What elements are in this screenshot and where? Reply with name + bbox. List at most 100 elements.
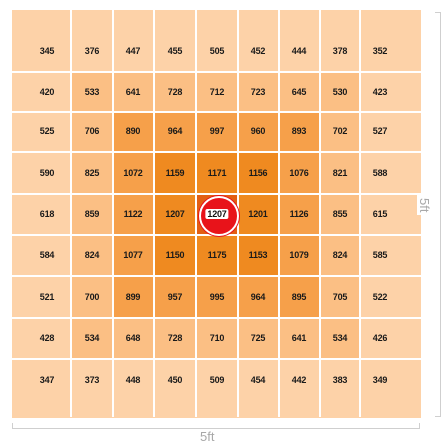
grid-line-vertical (195, 10, 197, 417)
grid-cell (320, 152, 360, 194)
cell-value-label: 725 (250, 333, 266, 343)
grid-cell (154, 152, 196, 194)
cell-value-label: 442 (291, 375, 307, 385)
grid-cell (320, 10, 360, 72)
cell-value-label: 705 (332, 292, 348, 302)
grid-line-vertical (153, 10, 155, 417)
cell-value-label: 444 (291, 46, 307, 56)
grid-cell (196, 152, 238, 194)
grid-cell (360, 318, 421, 359)
grid-cell (320, 235, 360, 276)
grid-line-horizontal (12, 71, 423, 73)
grid-line-horizontal (12, 317, 423, 319)
grid-cell (279, 318, 320, 359)
cell-value-label: 995 (209, 292, 225, 302)
cell-value-label: 1126 (289, 209, 309, 219)
cell-value-label: 347 (39, 375, 55, 385)
cell-value-label: 615 (372, 209, 388, 219)
cell-value-label: 645 (291, 87, 307, 97)
grid-cell (238, 359, 279, 418)
cell-value-label: 825 (84, 168, 100, 178)
cell-value-label: 509 (209, 375, 225, 385)
cell-value-label: 964 (167, 126, 183, 136)
cell-value-label: 1207 (205, 209, 229, 219)
grid-cell (71, 318, 113, 359)
grid-cell (238, 318, 279, 359)
cell-value-label: 1171 (207, 168, 227, 178)
cell-value-label: 426 (372, 333, 388, 343)
grid-cell (71, 235, 113, 276)
grid-cell (320, 318, 360, 359)
grid-cell (238, 194, 279, 235)
grid-cell (238, 276, 279, 318)
grid-cell (196, 72, 238, 112)
grid-cell (12, 235, 71, 276)
cell-value-label: 530 (332, 87, 348, 97)
cell-value-label: 588 (372, 168, 388, 178)
grid-cell (238, 112, 279, 152)
cell-value-label: 641 (125, 87, 141, 97)
grid-cell (154, 359, 196, 418)
cell-value-label: 376 (84, 46, 100, 56)
grid-cell (12, 194, 71, 235)
cell-value-label: 454 (250, 375, 266, 385)
cell-value-label: 855 (332, 209, 348, 219)
grid-cell (154, 235, 196, 276)
cell-value-label: 1175 (207, 250, 227, 260)
grid-cell (360, 235, 421, 276)
cell-value-label: 957 (167, 292, 183, 302)
grid-cell (196, 112, 238, 152)
grid-cell (113, 72, 154, 112)
grid-cell (71, 152, 113, 194)
grid-cell (320, 112, 360, 152)
cell-value-label: 712 (209, 87, 225, 97)
cell-value-label: 1159 (165, 168, 185, 178)
cell-value-label: 618 (39, 209, 55, 219)
height-dimension-line (440, 12, 441, 417)
grid-cell (154, 194, 196, 235)
grid-cell (196, 318, 238, 359)
cell-value-label: 895 (291, 292, 307, 302)
width-dimension-line (12, 428, 420, 429)
cell-value-label: 960 (250, 126, 266, 136)
cell-value-label: 448 (125, 375, 141, 385)
grid-line-horizontal (12, 111, 423, 113)
cell-value-label: 728 (167, 87, 183, 97)
cell-value-label: 455 (167, 46, 183, 56)
width-dimension-label: 5ft (196, 429, 219, 444)
grid-cell (360, 276, 421, 318)
cell-value-label: 964 (250, 292, 266, 302)
grid-cell (279, 359, 320, 418)
grid-cell (71, 72, 113, 112)
cell-value-label: 1079 (289, 250, 309, 260)
grid-cell (71, 112, 113, 152)
cell-value-label: 447 (125, 46, 141, 56)
grid-cell (113, 194, 154, 235)
cell-value-label: 706 (84, 126, 100, 136)
grid-cell (154, 72, 196, 112)
cell-value-label: 378 (332, 46, 348, 56)
cell-value-label: 345 (39, 46, 55, 56)
cell-value-label: 534 (84, 333, 100, 343)
cell-value-label: 349 (372, 375, 388, 385)
cell-value-label: 710 (209, 333, 225, 343)
grid-cell (279, 194, 320, 235)
heatmap-grid (10, 8, 425, 418)
grid-cell (360, 359, 421, 418)
grid-cell (320, 72, 360, 112)
grid-cell (12, 276, 71, 318)
cell-value-label: 525 (39, 126, 55, 136)
cell-value-label: 824 (84, 250, 100, 260)
grid-cell (279, 10, 320, 72)
grid-cell (196, 276, 238, 318)
cell-value-label: 1122 (123, 209, 143, 219)
cell-value-label: 585 (372, 250, 388, 260)
grid-cell (113, 112, 154, 152)
grid-cell (71, 194, 113, 235)
cell-value-label: 534 (332, 333, 348, 343)
grid-cell (360, 152, 421, 194)
cell-value-label: 423 (372, 87, 388, 97)
cell-value-label: 700 (84, 292, 100, 302)
height-dimension-tick-bottom (435, 416, 441, 417)
grid-cell (320, 359, 360, 418)
